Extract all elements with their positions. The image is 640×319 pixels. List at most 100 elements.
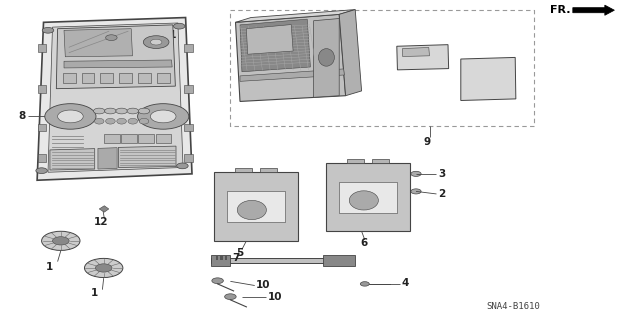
Polygon shape <box>157 73 170 83</box>
Text: 4: 4 <box>402 278 410 288</box>
Ellipse shape <box>319 49 334 66</box>
Polygon shape <box>119 73 132 83</box>
Polygon shape <box>246 25 293 54</box>
Ellipse shape <box>116 118 127 124</box>
Ellipse shape <box>140 118 149 124</box>
Text: 1: 1 <box>45 262 53 272</box>
Polygon shape <box>50 149 95 170</box>
Circle shape <box>52 237 69 245</box>
Polygon shape <box>236 10 355 22</box>
Circle shape <box>95 264 112 272</box>
Text: 8: 8 <box>19 111 26 122</box>
Polygon shape <box>38 85 46 93</box>
Circle shape <box>150 39 162 45</box>
Circle shape <box>116 108 127 114</box>
Polygon shape <box>56 25 175 89</box>
Polygon shape <box>138 73 151 83</box>
Polygon shape <box>184 44 193 52</box>
Circle shape <box>84 258 123 278</box>
Circle shape <box>138 104 189 129</box>
Bar <box>211 258 352 263</box>
Polygon shape <box>573 5 614 15</box>
Polygon shape <box>38 44 46 52</box>
Circle shape <box>42 27 54 33</box>
Circle shape <box>411 171 421 176</box>
Circle shape <box>45 104 96 129</box>
Polygon shape <box>98 148 117 169</box>
Circle shape <box>58 110 83 123</box>
Polygon shape <box>118 146 176 167</box>
Ellipse shape <box>237 200 266 219</box>
Polygon shape <box>240 19 310 72</box>
Circle shape <box>212 278 223 284</box>
Polygon shape <box>260 168 277 172</box>
Polygon shape <box>99 206 109 212</box>
Polygon shape <box>156 134 171 143</box>
Text: 6: 6 <box>360 238 367 248</box>
Circle shape <box>104 108 116 114</box>
Circle shape <box>93 108 105 114</box>
Ellipse shape <box>106 118 115 124</box>
Text: FR.: FR. <box>550 5 571 15</box>
Text: 1: 1 <box>91 288 99 299</box>
Polygon shape <box>138 134 154 143</box>
Circle shape <box>127 108 139 114</box>
Bar <box>216 256 218 260</box>
Circle shape <box>138 108 150 114</box>
Polygon shape <box>236 14 346 101</box>
Polygon shape <box>104 134 120 143</box>
Polygon shape <box>214 172 298 241</box>
Polygon shape <box>122 134 137 143</box>
Polygon shape <box>461 57 516 100</box>
Polygon shape <box>240 69 344 81</box>
Polygon shape <box>211 255 230 266</box>
Polygon shape <box>184 85 193 93</box>
Polygon shape <box>64 29 132 57</box>
Text: 2: 2 <box>438 189 445 199</box>
Polygon shape <box>339 10 362 96</box>
Polygon shape <box>38 124 46 131</box>
Text: 12: 12 <box>94 217 108 227</box>
Polygon shape <box>339 182 397 213</box>
Text: 9: 9 <box>424 137 431 147</box>
Circle shape <box>42 231 80 250</box>
Polygon shape <box>184 124 193 131</box>
Circle shape <box>143 36 169 48</box>
Circle shape <box>36 168 47 174</box>
Ellipse shape <box>128 118 138 124</box>
Polygon shape <box>37 18 192 180</box>
Polygon shape <box>326 163 410 231</box>
Bar <box>225 256 227 260</box>
Polygon shape <box>236 168 252 172</box>
Polygon shape <box>372 159 389 163</box>
Text: 10: 10 <box>268 292 282 302</box>
Ellipse shape <box>349 191 378 210</box>
Polygon shape <box>81 73 94 83</box>
Circle shape <box>173 23 185 29</box>
Circle shape <box>106 35 117 41</box>
Text: SNA4-B1610: SNA4-B1610 <box>486 302 540 311</box>
Circle shape <box>177 163 188 169</box>
Circle shape <box>150 110 176 123</box>
Circle shape <box>129 31 140 36</box>
Polygon shape <box>397 45 449 70</box>
Polygon shape <box>48 23 183 172</box>
Polygon shape <box>323 255 355 266</box>
Polygon shape <box>184 154 193 162</box>
Bar <box>220 256 223 260</box>
Text: 11: 11 <box>163 30 178 40</box>
Polygon shape <box>64 60 172 68</box>
Text: 10: 10 <box>256 280 271 290</box>
Polygon shape <box>38 154 46 162</box>
Polygon shape <box>100 73 113 83</box>
Text: 3: 3 <box>438 169 445 179</box>
Polygon shape <box>63 73 76 83</box>
Circle shape <box>360 282 369 286</box>
Text: 5: 5 <box>236 248 244 258</box>
Circle shape <box>411 189 421 194</box>
Polygon shape <box>314 19 339 97</box>
Polygon shape <box>347 159 364 163</box>
Text: 7: 7 <box>232 253 240 263</box>
Circle shape <box>225 294 236 300</box>
Ellipse shape <box>95 118 104 124</box>
